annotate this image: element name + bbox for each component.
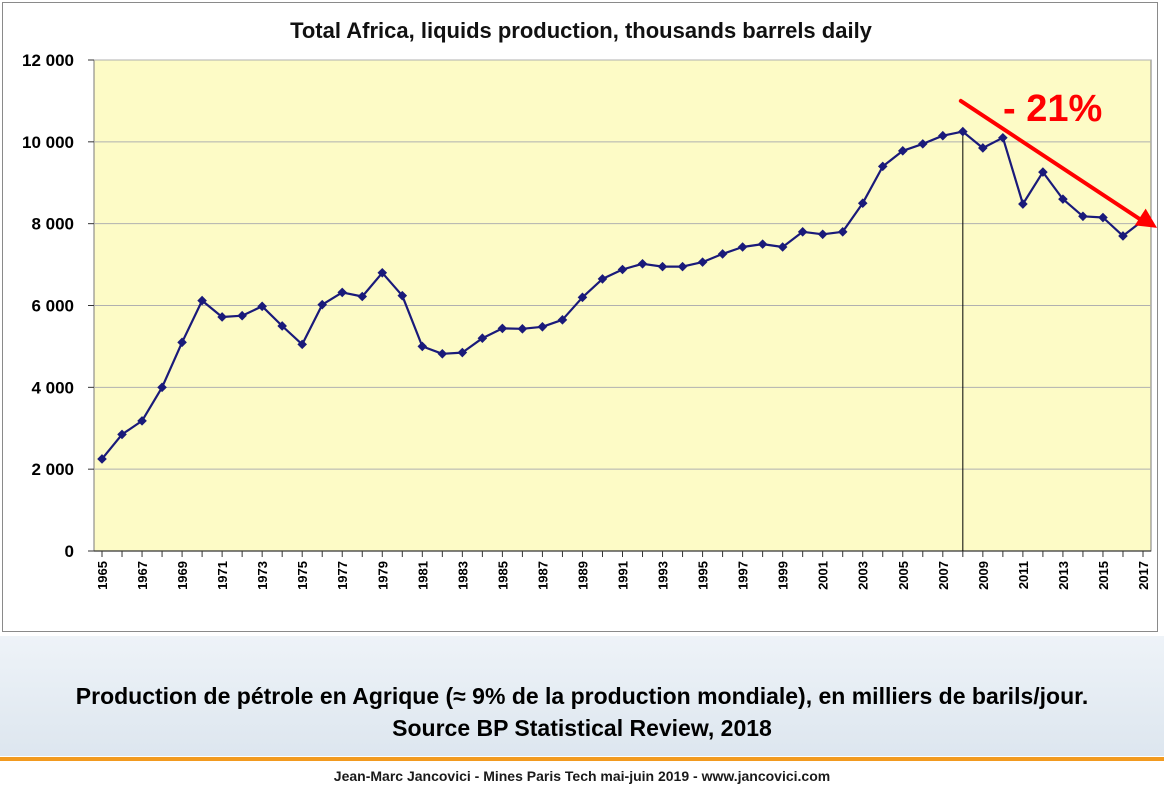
data-point xyxy=(277,321,287,331)
decline-arrow-head xyxy=(1134,208,1158,228)
chart-frame: Total Africa, liquids production, thousa… xyxy=(2,2,1158,632)
data-point xyxy=(237,310,247,321)
data-point xyxy=(297,339,307,350)
data-point xyxy=(497,323,508,334)
data-point xyxy=(657,261,668,272)
data-point xyxy=(577,292,588,303)
data-point xyxy=(677,261,688,272)
x-tick-label: 1991 xyxy=(616,561,631,590)
x-tick-label: 1999 xyxy=(776,561,791,590)
data-point xyxy=(537,321,548,332)
x-tick-label: 2013 xyxy=(1056,561,1071,590)
x-tick-label: 2003 xyxy=(856,561,871,590)
data-point xyxy=(477,333,488,344)
data-point xyxy=(217,312,227,322)
data-point xyxy=(557,315,568,325)
data-point xyxy=(437,348,448,359)
data-point xyxy=(837,227,848,237)
data-point xyxy=(97,454,107,464)
x-tick-label: 1985 xyxy=(495,561,510,590)
x-tick-label: 1993 xyxy=(656,561,671,590)
data-point xyxy=(877,161,888,172)
data-point xyxy=(597,274,608,284)
x-tick-label: 1971 xyxy=(215,561,230,590)
x-tick-label: 2015 xyxy=(1096,561,1111,590)
y-tick-label: 2 000 xyxy=(31,460,74,479)
data-point xyxy=(337,287,348,298)
data-point xyxy=(897,146,908,156)
data-point xyxy=(1078,211,1088,222)
data-point xyxy=(1098,212,1108,223)
data-point xyxy=(637,258,648,269)
y-tick-label: 6 000 xyxy=(31,297,74,316)
data-point xyxy=(137,416,147,426)
data-point xyxy=(197,295,207,306)
data-point xyxy=(978,143,988,153)
data-point xyxy=(1018,199,1028,209)
x-tick-label: 1983 xyxy=(455,561,470,590)
x-tick-label: 2017 xyxy=(1136,561,1151,590)
x-tick-label: 1979 xyxy=(375,561,390,590)
x-tick-label: 2001 xyxy=(816,561,831,590)
x-tick-label: 1967 xyxy=(135,561,150,590)
data-point xyxy=(517,324,528,334)
slide-caption: Production de pétrole en Agrique (≈ 9% d… xyxy=(75,683,1089,741)
data-point xyxy=(617,264,628,275)
data-point xyxy=(817,229,828,240)
orange-divider xyxy=(0,757,1164,761)
data-point xyxy=(717,249,728,259)
data-point xyxy=(1118,231,1128,241)
x-tick-label: 1977 xyxy=(335,561,350,590)
data-point xyxy=(958,126,968,137)
data-point xyxy=(157,382,167,393)
x-tick-label: 1981 xyxy=(415,561,430,590)
decline-annotation-label: - 21% xyxy=(1003,88,1102,130)
data-point xyxy=(117,429,127,440)
x-tick-label: 1965 xyxy=(95,561,110,590)
data-point xyxy=(357,291,368,302)
data-point xyxy=(938,130,948,141)
data-point xyxy=(1058,194,1068,204)
x-tick-label: 1973 xyxy=(255,561,270,590)
x-tick-label: 1995 xyxy=(696,561,711,590)
x-tick-label: 2009 xyxy=(976,561,991,590)
y-tick-label: 10 000 xyxy=(22,133,74,152)
data-point xyxy=(397,290,408,301)
y-tick-label: 4 000 xyxy=(31,378,74,397)
data-point xyxy=(417,341,428,352)
x-tick-label: 1975 xyxy=(295,561,310,590)
data-point xyxy=(377,267,388,278)
data-point xyxy=(757,239,768,249)
data-point xyxy=(1038,167,1048,177)
x-tick-label: 1969 xyxy=(175,561,190,590)
y-tick-label: 8 000 xyxy=(31,215,74,234)
data-point xyxy=(257,301,267,312)
x-tick-label: 2007 xyxy=(936,561,951,590)
y-tick-label: 0 xyxy=(65,542,74,561)
data-point xyxy=(797,227,808,237)
x-tick-label: 1987 xyxy=(535,561,550,590)
data-point xyxy=(737,242,748,252)
chart-title: Total Africa, liquids production, thousa… xyxy=(290,18,873,43)
data-point xyxy=(697,257,708,267)
x-tick-label: 2005 xyxy=(896,561,911,590)
x-tick-label: 1997 xyxy=(736,561,751,590)
data-point xyxy=(777,242,788,252)
y-tick-label: 12 000 xyxy=(22,51,74,70)
data-point xyxy=(857,198,868,209)
x-tick-label: 1989 xyxy=(575,561,590,590)
data-point xyxy=(917,139,928,149)
x-tick-label: 2011 xyxy=(1016,561,1031,589)
caption-band xyxy=(0,636,1164,756)
decline-arrow-shaft xyxy=(958,98,1150,226)
slide-footer: Jean-Marc Jancovici - Mines Paris Tech m… xyxy=(333,768,831,784)
chart-svg: Total Africa, liquids production, thousa… xyxy=(22,18,1158,590)
data-point xyxy=(177,337,187,348)
data-point xyxy=(317,299,328,310)
data-point xyxy=(998,132,1008,143)
data-point xyxy=(457,347,468,358)
